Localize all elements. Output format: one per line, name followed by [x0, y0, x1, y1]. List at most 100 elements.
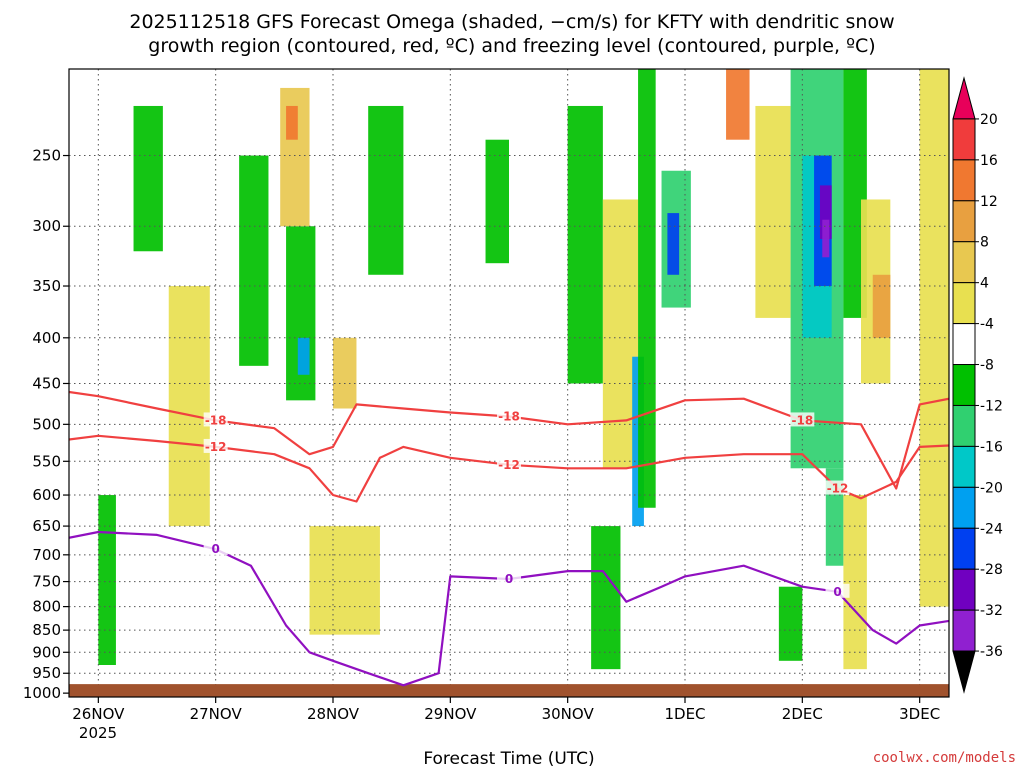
colorbar: 20 16 12 8 4 -4 -8 -12 -16 -20 -24 -28 -32 -36 [952, 76, 1003, 694]
omega-cell-15 [591, 526, 621, 670]
y-tick-label-850: 850 [32, 621, 61, 639]
y-tick-label-300: 300 [32, 217, 61, 235]
y-tick-label-250: 250 [32, 147, 61, 165]
y-tick-label-950: 950 [32, 664, 61, 682]
omega-cell-30 [872, 274, 891, 338]
freezing-level-0C-label-2: 0 [833, 585, 841, 599]
freezing-level-0C-label-1: 0 [505, 572, 513, 586]
colorbar-tick-label-0: 20 [980, 112, 998, 128]
omega-cell-7 [286, 105, 298, 140]
omega-cell-0 [98, 495, 116, 665]
x-tick-label-30NOV: 30NOV [542, 705, 595, 723]
colorbar-bin-7 [952, 404, 976, 447]
colorbar-bottom-arrow [952, 650, 976, 694]
colorbar-tick-label-2: 12 [980, 194, 998, 210]
ground-layer [69, 684, 949, 697]
dgz-12C-label-bg-2 [825, 480, 850, 495]
colorbar-tick-label-11: -28 [980, 562, 1003, 578]
colorbar-bin-9 [952, 486, 976, 529]
colorbar-top-arrow [952, 76, 976, 120]
omega-cell-8 [333, 337, 357, 409]
x-tick-label-26NOV: 26NOV [72, 705, 125, 723]
y-tick-label-900: 900 [32, 643, 61, 661]
x-tick-label-27NOV: 27NOV [190, 705, 243, 723]
dgz-18C-label-bg-0 [203, 412, 228, 427]
dgz-18C-label-bg-1 [497, 408, 521, 423]
x-tick-label-29NOV: 29NOV [424, 705, 477, 723]
omega-cell-9 [309, 526, 380, 635]
colorbar-tick-label-4: 4 [980, 276, 989, 292]
y-tick-label-400: 400 [32, 329, 61, 347]
omega-cell-21 [778, 586, 803, 661]
freezing-level-0C-label-bg-0 [203, 541, 228, 556]
colorbar-tick-label-10: -24 [980, 521, 1003, 537]
y-tick-label-800: 800 [32, 598, 61, 616]
colorbar-bin-2 [952, 200, 976, 243]
colorbar-tick-label-12: -32 [980, 603, 1003, 619]
colorbar-bin-11 [952, 568, 976, 611]
x-tick-label-3DEC: 3DEC [899, 705, 940, 723]
colorbar-tick-label-7: -12 [980, 398, 1003, 414]
omega-cell-1 [133, 105, 163, 252]
ground-fill [69, 684, 949, 697]
colorbar-bin-10 [952, 527, 976, 570]
y-tick-label-700: 700 [32, 546, 61, 564]
y-tick-label-350: 350 [32, 277, 61, 295]
colorbar-tick-label-9: -20 [980, 480, 1003, 496]
omega-cell-25 [819, 185, 832, 239]
omega-cell-13 [602, 199, 639, 469]
y-tick-label-1000: 1000 [23, 684, 61, 702]
omega-cell-2 [168, 286, 210, 527]
omega-cell-10 [368, 105, 404, 275]
omega-cell-26 [822, 219, 830, 258]
colorbar-tick-label-3: 8 [980, 235, 989, 251]
x-tick-label-2DEC: 2DEC [782, 705, 823, 723]
colorbar-bin-12 [952, 609, 976, 652]
colorbar-tick-label-1: 16 [980, 153, 998, 169]
dgz-18C-label-1: -18 [498, 410, 520, 424]
omega-cell-19 [726, 69, 750, 140]
colorbar-bin-6 [952, 364, 976, 406]
dgz-12C-label-1: -12 [498, 458, 520, 472]
colorbar-tick-label-5: -4 [980, 317, 994, 333]
freezing-level-0C-label-bg-1 [497, 570, 521, 585]
contour-lines: -18 -18 -18 -12 -12 -12 0 0 0 [69, 390, 949, 687]
y-tick-label-600: 600 [32, 486, 61, 504]
omega-cell-18 [667, 213, 680, 275]
colorbar-tick-label-6: -8 [980, 358, 994, 374]
freezing-level-0C-label-bg-2 [825, 583, 850, 598]
credit-text: coolwx.com/models [873, 750, 1016, 766]
colorbar-tick-label-13: -36 [980, 644, 1003, 660]
colorbar-bin-8 [952, 445, 976, 488]
y-tick-label-750: 750 [32, 573, 61, 591]
colorbar-bin-1 [952, 159, 976, 202]
x-axis: 26NOV 27NOV 28NOV 29NOV 30NOV 1DEC 2DEC 3DEC [72, 697, 940, 723]
dgz-12C-label-bg-1 [497, 456, 521, 471]
x-tick-label-1DEC: 1DEC [664, 705, 705, 723]
colorbar-bin-0 [952, 118, 976, 161]
omega-cell-20 [755, 105, 791, 318]
omega-cell-3 [239, 155, 269, 366]
dgz-18C-label-0: -18 [205, 413, 227, 427]
y-tick-label-550: 550 [32, 452, 61, 470]
omega-cell-16 [638, 69, 656, 508]
colorbar-bin-3 [952, 241, 976, 284]
y-tick-label-650: 650 [32, 517, 61, 535]
y-tick-label-450: 450 [32, 374, 61, 392]
x-tick-year: 2025 [79, 724, 117, 742]
dgz-18C-label-2: -18 [791, 413, 813, 427]
dgz-12C-label-2: -12 [827, 482, 849, 496]
omega-cell-11 [485, 139, 509, 264]
omega-cell-31 [843, 495, 867, 670]
omega-shading [98, 69, 949, 670]
x-axis-label: Forecast Time (UTC) [423, 749, 594, 768]
dgz-12C-label-bg-0 [203, 438, 228, 453]
chart-title-line1: 2025112518 GFS Forecast Omega (shaded, −… [129, 11, 894, 33]
dgz-12C-label-0: -12 [205, 440, 227, 454]
colorbar-bin-4 [952, 282, 976, 325]
y-axis: 250 300 350 400 450 500 550 600 650 700 750 800 850 9… [23, 147, 69, 702]
omega-cell-5 [297, 337, 310, 375]
x-tick-label-28NOV: 28NOV [307, 705, 360, 723]
colorbar-bin-5 [952, 323, 976, 366]
